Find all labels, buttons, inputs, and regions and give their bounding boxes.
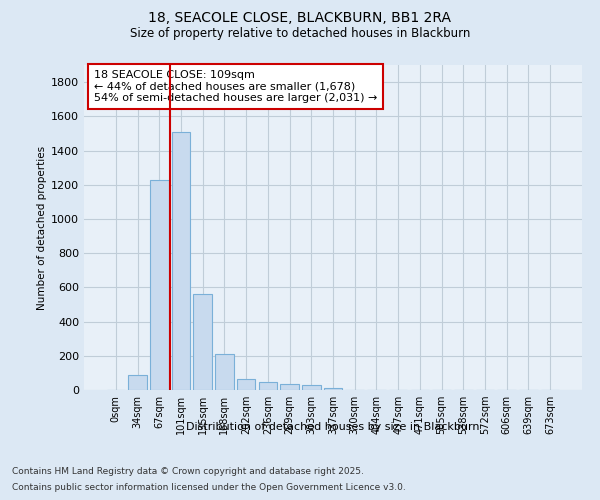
Text: Contains public sector information licensed under the Open Government Licence v3: Contains public sector information licen… <box>12 482 406 492</box>
Text: Size of property relative to detached houses in Blackburn: Size of property relative to detached ho… <box>130 28 470 40</box>
Bar <box>215 354 233 390</box>
Text: 18 SEACOLE CLOSE: 109sqm
← 44% of detached houses are smaller (1,678)
54% of sem: 18 SEACOLE CLOSE: 109sqm ← 44% of detach… <box>94 70 377 103</box>
Bar <box>193 294 212 390</box>
Bar <box>172 132 190 390</box>
Text: Distribution of detached houses by size in Blackburn: Distribution of detached houses by size … <box>186 422 480 432</box>
Bar <box>237 379 256 390</box>
Bar <box>259 382 277 390</box>
Bar <box>128 374 147 390</box>
Bar <box>324 388 342 390</box>
Y-axis label: Number of detached properties: Number of detached properties <box>37 146 47 310</box>
Text: Contains HM Land Registry data © Crown copyright and database right 2025.: Contains HM Land Registry data © Crown c… <box>12 468 364 476</box>
Bar <box>280 384 299 390</box>
Bar <box>150 180 169 390</box>
Text: 18, SEACOLE CLOSE, BLACKBURN, BB1 2RA: 18, SEACOLE CLOSE, BLACKBURN, BB1 2RA <box>149 11 452 25</box>
Bar <box>302 385 320 390</box>
